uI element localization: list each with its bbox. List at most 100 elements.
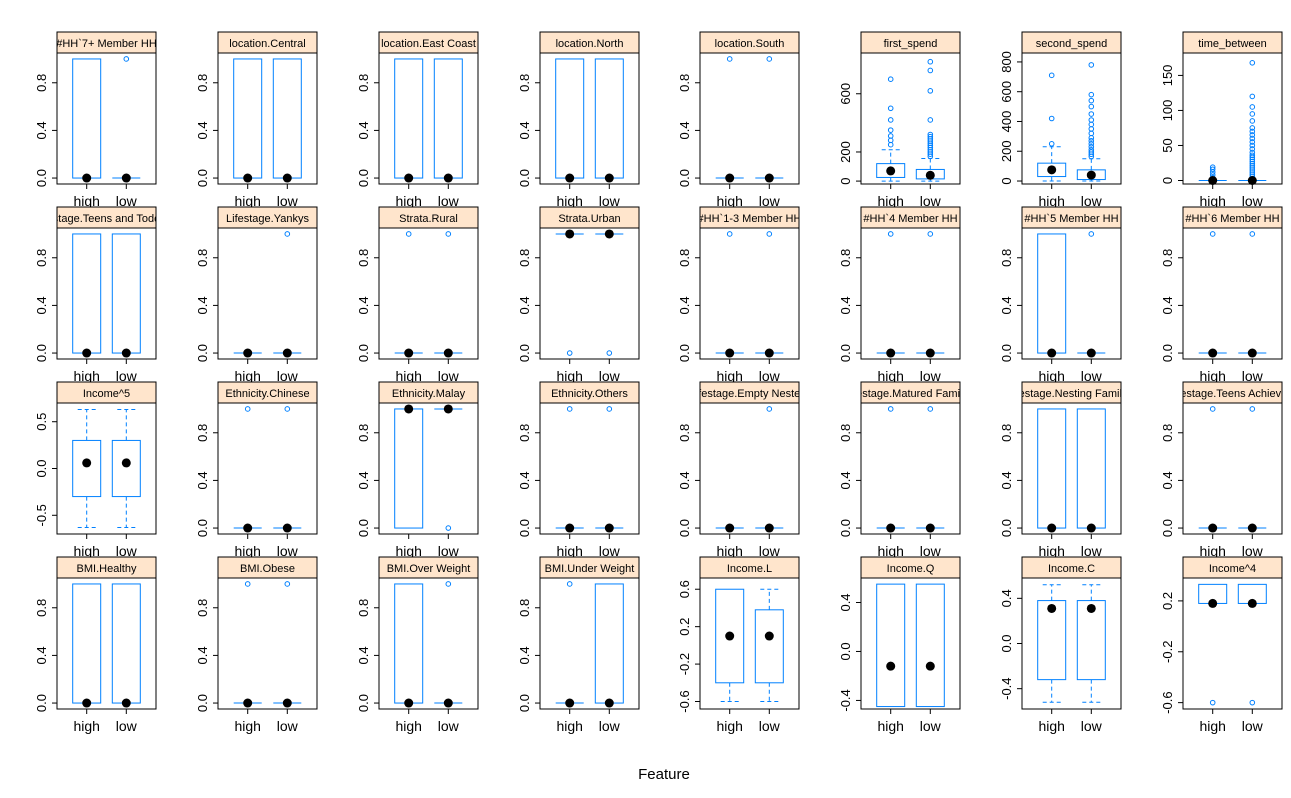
panel: location.Central 0.0 0.4 0.8 high low — [195, 31, 318, 209]
box-rect — [594, 58, 624, 179]
y-tick-label: 150 — [1160, 65, 1175, 87]
panel-title: Strata.Rural — [399, 213, 458, 225]
panel-title: location.North — [556, 38, 624, 50]
panel-title: BMI.Obese — [240, 563, 295, 575]
outlier-point — [284, 581, 291, 587]
panel-frame — [860, 577, 961, 710]
box-high — [715, 588, 745, 703]
x-tick-label: high — [1038, 368, 1064, 384]
median-point — [1208, 523, 1218, 533]
outlier-point — [927, 131, 934, 138]
box-high — [1037, 584, 1067, 703]
box-high — [233, 348, 262, 358]
panel-title: location.Central — [229, 38, 305, 50]
panel-frame — [860, 227, 961, 360]
median-point — [121, 173, 131, 183]
median-point — [886, 166, 896, 176]
y-tick-label: -0.6 — [1160, 691, 1175, 713]
y-tick-label: 0 — [1160, 177, 1175, 184]
panel-title: first_spend — [884, 38, 938, 50]
outlier-point — [445, 231, 452, 237]
outlier-point — [927, 406, 934, 412]
median-point — [1247, 348, 1257, 358]
y-tick-label: 0.8 — [356, 74, 371, 92]
x-tick-label: high — [716, 368, 742, 384]
y-tick-label: -0.4 — [838, 689, 853, 711]
outlier-point — [1048, 141, 1055, 147]
x-tick-label: high — [556, 193, 582, 209]
median-point — [404, 348, 414, 358]
median-point — [282, 523, 292, 533]
outlier-point — [1088, 143, 1095, 150]
panel-title: Lifestage.Teens and Toddlers — [35, 213, 178, 225]
x-tick-label: low — [438, 718, 460, 734]
box-rect — [876, 163, 906, 178]
y-tick-label: 100 — [1160, 100, 1175, 122]
panel-title: Income.Q — [887, 563, 935, 575]
outlier-point — [1209, 406, 1216, 412]
outlier-point — [1048, 115, 1055, 122]
y-tick-label: 0.0 — [517, 169, 532, 187]
box-high — [876, 76, 906, 182]
outlier-point — [1249, 128, 1256, 135]
x-tick-label: low — [1242, 543, 1264, 559]
panel: Income.C -0.4 0.0 0.4 high low — [999, 556, 1122, 734]
y-tick-label: 0.4 — [517, 296, 532, 314]
x-tick-label: high — [395, 718, 421, 734]
x-tick-label: low — [116, 543, 138, 559]
median-point — [1047, 348, 1057, 358]
panel-title: Ethnicity.Chinese — [225, 388, 309, 400]
panel-title: location.East Coast — [381, 38, 476, 50]
median-point — [764, 348, 774, 358]
x-tick-label: high — [73, 718, 99, 734]
x-tick-label: low — [277, 718, 299, 734]
y-tick-label: 0.0 — [999, 519, 1014, 537]
box-high — [876, 231, 905, 358]
y-tick-label: 0.8 — [356, 599, 371, 617]
outlier-point — [927, 67, 934, 74]
panel: Ethnicity.Chinese 0.0 0.4 0.8 high low — [195, 381, 318, 559]
y-tick-label: 0.0 — [34, 459, 49, 477]
median-point — [925, 348, 935, 358]
outlier-point — [726, 231, 733, 237]
panel-frame — [1021, 227, 1122, 360]
box-high — [555, 581, 584, 708]
box-low — [433, 58, 463, 183]
median-point — [725, 523, 735, 533]
panel-frame — [217, 402, 318, 535]
y-tick-label: 0.8 — [195, 74, 210, 92]
panel-frame — [378, 402, 479, 535]
outlier-point — [1088, 62, 1095, 68]
panel: Lifestage.Teens and Toddlers 0.0 0.4 0.8 hig… — [34, 206, 178, 384]
panel: Ethnicity.Malay 0.0 0.4 0.8 high low — [356, 381, 479, 559]
y-tick-label: 0.8 — [195, 249, 210, 267]
panel: #HH`5 Member HH 0.0 0.4 0.8 high low — [999, 206, 1122, 384]
box-rect — [394, 583, 424, 704]
box-high — [876, 583, 906, 708]
y-tick-label: 0 — [999, 177, 1014, 184]
box-low — [1238, 60, 1267, 185]
outlier-point — [1088, 146, 1095, 153]
box-low — [434, 404, 463, 531]
box-high — [1198, 406, 1227, 533]
box-rect — [1037, 600, 1067, 681]
panel: #HH`7+ Member HH 0.0 0.4 0.8 high low — [34, 31, 157, 209]
panel: location.South 0.0 0.4 0.8 high low — [677, 31, 800, 209]
outlier-point — [927, 133, 934, 140]
outlier-point — [244, 406, 251, 412]
outlier-point — [887, 133, 894, 139]
panel-frame — [539, 227, 640, 360]
outlier-point — [1249, 142, 1256, 149]
box-high — [394, 58, 424, 183]
outlier-point — [123, 56, 130, 62]
median-point — [925, 523, 935, 533]
median-point — [282, 348, 292, 358]
outlier-point — [284, 406, 291, 412]
outlier-point — [405, 231, 412, 237]
box-high — [394, 404, 424, 529]
panel-title: Income^5 — [83, 388, 130, 400]
panel: #HH`4 Member HH 0.0 0.4 0.8 high low — [838, 206, 961, 384]
y-tick-label: 0.4 — [195, 646, 210, 664]
median-point — [82, 698, 92, 708]
median-point — [886, 348, 896, 358]
